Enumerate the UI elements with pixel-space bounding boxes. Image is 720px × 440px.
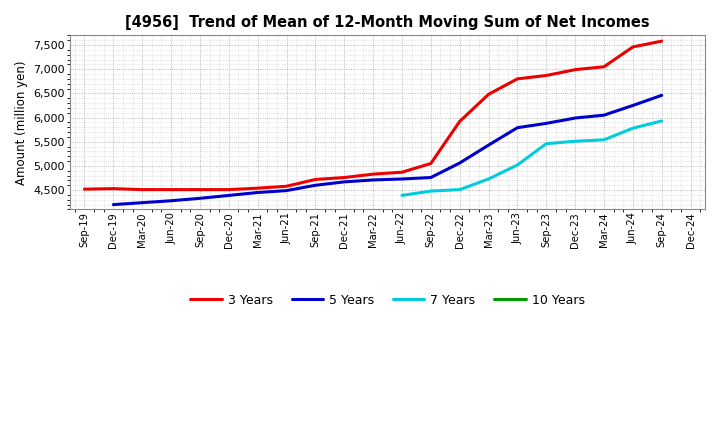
Y-axis label: Amount (million yen): Amount (million yen) — [15, 60, 28, 185]
3 Years — [225, 187, 233, 192]
5 Years — [253, 190, 262, 195]
5 Years — [426, 175, 435, 180]
Line: 5 Years: 5 Years — [113, 95, 662, 205]
3 Years — [369, 172, 377, 177]
7 Years — [485, 176, 493, 182]
3 Years — [196, 187, 204, 192]
5 Years — [397, 176, 406, 182]
7 Years — [657, 118, 666, 124]
5 Years — [629, 103, 637, 108]
5 Years — [167, 198, 176, 203]
5 Years — [225, 193, 233, 198]
3 Years — [657, 38, 666, 44]
7 Years — [426, 188, 435, 194]
7 Years — [629, 125, 637, 131]
5 Years — [196, 196, 204, 201]
3 Years — [629, 44, 637, 50]
7 Years — [600, 137, 608, 143]
5 Years — [109, 202, 117, 207]
Legend: 3 Years, 5 Years, 7 Years, 10 Years: 3 Years, 5 Years, 7 Years, 10 Years — [185, 289, 590, 312]
Line: 7 Years: 7 Years — [402, 121, 662, 195]
3 Years — [340, 175, 348, 180]
3 Years — [253, 186, 262, 191]
5 Years — [600, 113, 608, 118]
5 Years — [138, 200, 146, 205]
5 Years — [542, 121, 551, 126]
7 Years — [513, 162, 522, 168]
3 Years — [600, 64, 608, 70]
5 Years — [282, 188, 291, 193]
5 Years — [369, 177, 377, 183]
5 Years — [485, 143, 493, 148]
Title: [4956]  Trend of Mean of 12-Month Moving Sum of Net Incomes: [4956] Trend of Mean of 12-Month Moving … — [125, 15, 650, 30]
5 Years — [455, 161, 464, 166]
3 Years — [571, 67, 580, 72]
3 Years — [455, 119, 464, 124]
3 Years — [167, 187, 176, 192]
5 Years — [340, 179, 348, 184]
3 Years — [426, 161, 435, 166]
3 Years — [397, 169, 406, 175]
7 Years — [571, 139, 580, 144]
3 Years — [282, 183, 291, 189]
7 Years — [542, 141, 551, 147]
3 Years — [485, 92, 493, 97]
Line: 3 Years: 3 Years — [84, 41, 662, 190]
3 Years — [109, 186, 117, 191]
3 Years — [513, 76, 522, 81]
3 Years — [311, 177, 320, 182]
5 Years — [311, 183, 320, 188]
7 Years — [455, 187, 464, 192]
5 Years — [571, 115, 580, 121]
3 Years — [542, 73, 551, 78]
7 Years — [397, 193, 406, 198]
3 Years — [138, 187, 146, 192]
3 Years — [80, 187, 89, 192]
5 Years — [657, 93, 666, 98]
5 Years — [513, 125, 522, 130]
